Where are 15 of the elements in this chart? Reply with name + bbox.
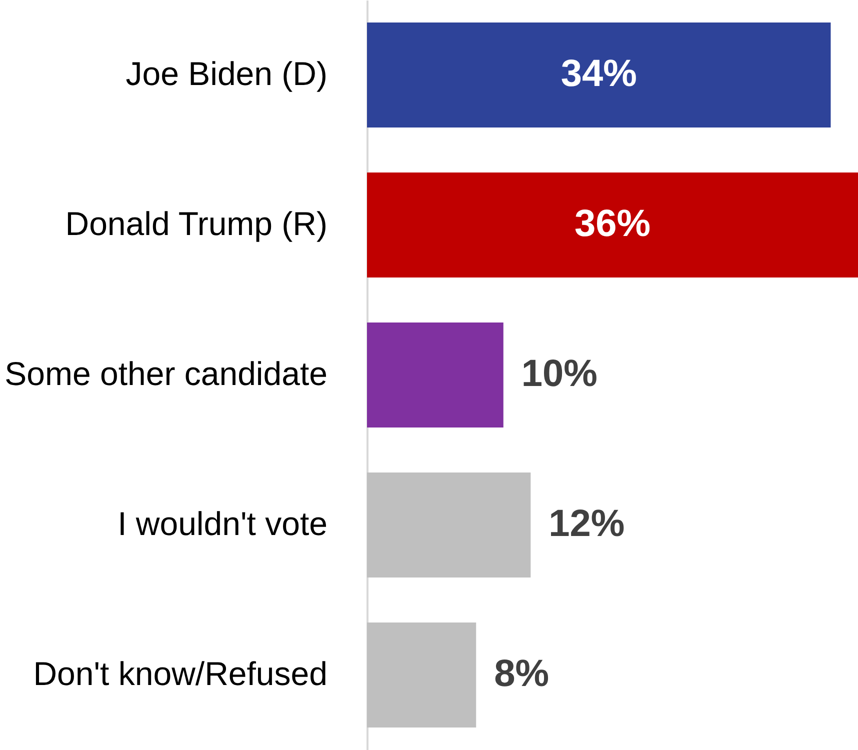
bar — [367, 22, 831, 128]
y-tick-label: I wouldn't vote — [118, 505, 328, 542]
y-tick-label: Donald Trump (R) — [65, 205, 328, 242]
y-tick-label: Joe Biden (D) — [126, 55, 328, 92]
y-tick-label: Don't know/Refused — [33, 655, 328, 692]
y-tick-label: Some other candidate — [4, 355, 328, 392]
data-label: 8% — [494, 653, 550, 695]
bar — [367, 472, 531, 578]
bar — [367, 322, 504, 428]
data-label: 36% — [574, 203, 651, 245]
bar — [367, 172, 858, 278]
data-label: 12% — [548, 503, 625, 545]
bar — [367, 622, 476, 728]
data-label: 10% — [521, 353, 598, 395]
data-label: 34% — [560, 53, 637, 95]
